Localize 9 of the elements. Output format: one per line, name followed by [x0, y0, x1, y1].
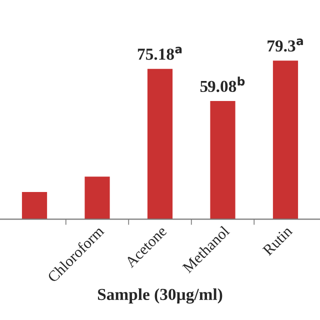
bar [272, 60, 298, 220]
bar [147, 68, 173, 220]
data-label: 59.08$^{b}$ [200, 76, 245, 92]
bar [22, 192, 48, 220]
bar [84, 176, 110, 220]
bar [210, 101, 236, 220]
data-label: 79.3$^{a}$ [268, 38, 303, 52]
x-axis-title: Sample (30µg/ml) [98, 288, 222, 304]
data-label: 75.18$^{a}$ [138, 46, 182, 60]
